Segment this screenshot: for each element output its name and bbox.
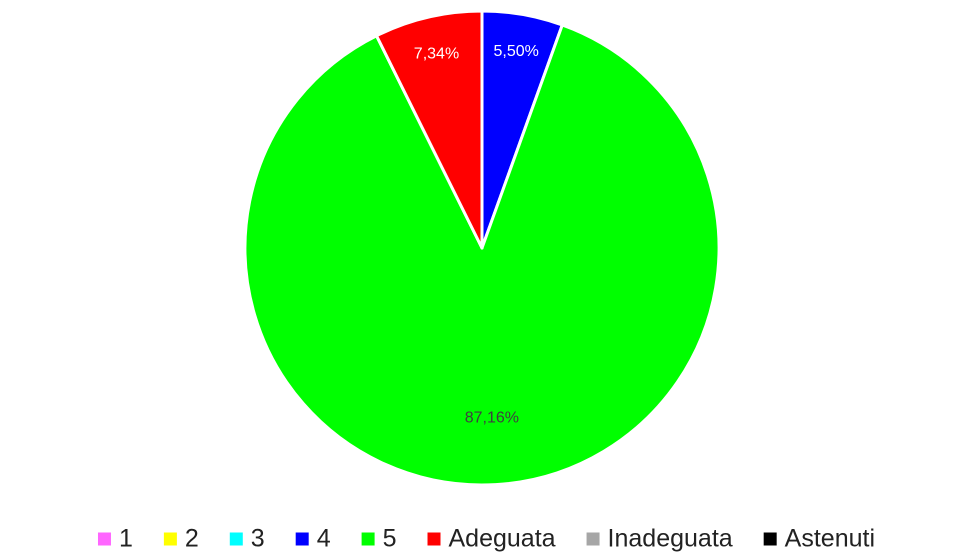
legend-label: 5	[383, 525, 397, 553]
data-label: 5,50%	[494, 43, 539, 60]
data-label: 7,34%	[414, 45, 459, 62]
data-label: 87,16%	[465, 410, 519, 427]
legend-label: 4	[317, 525, 331, 553]
legend-swatch	[427, 532, 441, 546]
legend-swatch	[586, 532, 600, 546]
legend-swatch	[361, 532, 375, 546]
legend-swatch	[163, 532, 177, 546]
legend-swatch	[97, 532, 111, 546]
legend-label: Inadeguata	[608, 525, 733, 553]
legend-swatch	[295, 532, 309, 546]
legend-swatch	[229, 532, 243, 546]
legend-label: Astenuti	[785, 525, 875, 553]
legend-swatch	[763, 532, 777, 546]
legend-label: Adeguata	[449, 525, 556, 553]
pie-slice	[375, 9, 484, 250]
legend-label: 2	[185, 525, 199, 553]
legend-label: 1	[119, 525, 133, 553]
legend-label: 3	[251, 525, 265, 553]
pie-slice	[243, 23, 721, 487]
